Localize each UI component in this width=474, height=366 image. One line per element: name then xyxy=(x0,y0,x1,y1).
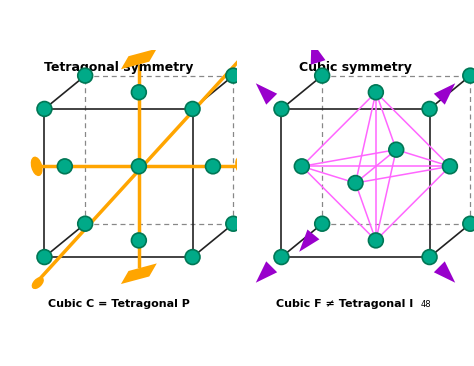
Ellipse shape xyxy=(236,157,246,175)
Text: 48: 48 xyxy=(420,300,431,309)
Circle shape xyxy=(294,159,309,174)
Polygon shape xyxy=(434,83,455,105)
Circle shape xyxy=(274,101,289,116)
Polygon shape xyxy=(310,41,326,65)
Ellipse shape xyxy=(240,46,251,57)
Circle shape xyxy=(131,85,146,100)
Circle shape xyxy=(78,68,92,83)
Polygon shape xyxy=(121,49,157,69)
Circle shape xyxy=(315,68,329,83)
Circle shape xyxy=(463,68,474,83)
Text: Cubic C = Tetragonal P: Cubic C = Tetragonal P xyxy=(47,299,190,309)
Circle shape xyxy=(274,250,289,265)
Circle shape xyxy=(57,159,72,174)
Polygon shape xyxy=(299,229,319,252)
Circle shape xyxy=(315,216,329,231)
Circle shape xyxy=(78,216,92,231)
Polygon shape xyxy=(121,264,157,284)
Circle shape xyxy=(226,216,241,231)
Circle shape xyxy=(443,159,457,174)
Circle shape xyxy=(348,176,363,190)
Ellipse shape xyxy=(32,277,43,288)
Circle shape xyxy=(131,233,146,248)
Circle shape xyxy=(463,216,474,231)
Circle shape xyxy=(131,159,146,174)
Circle shape xyxy=(37,250,52,265)
Circle shape xyxy=(422,250,437,265)
Circle shape xyxy=(389,142,404,157)
Circle shape xyxy=(185,101,200,116)
Text: Cubic symmetry: Cubic symmetry xyxy=(299,61,412,74)
Circle shape xyxy=(226,68,241,83)
Polygon shape xyxy=(256,261,277,283)
Polygon shape xyxy=(434,261,455,283)
Circle shape xyxy=(368,85,383,100)
Text: Cubic F ≠ Tetragonal I: Cubic F ≠ Tetragonal I xyxy=(276,299,413,309)
Circle shape xyxy=(37,101,52,116)
Circle shape xyxy=(206,159,220,174)
Circle shape xyxy=(422,101,437,116)
Ellipse shape xyxy=(31,157,42,175)
Polygon shape xyxy=(256,83,277,105)
Circle shape xyxy=(368,233,383,248)
Text: Tetragonal symmetry: Tetragonal symmetry xyxy=(44,61,193,74)
Circle shape xyxy=(185,250,200,265)
